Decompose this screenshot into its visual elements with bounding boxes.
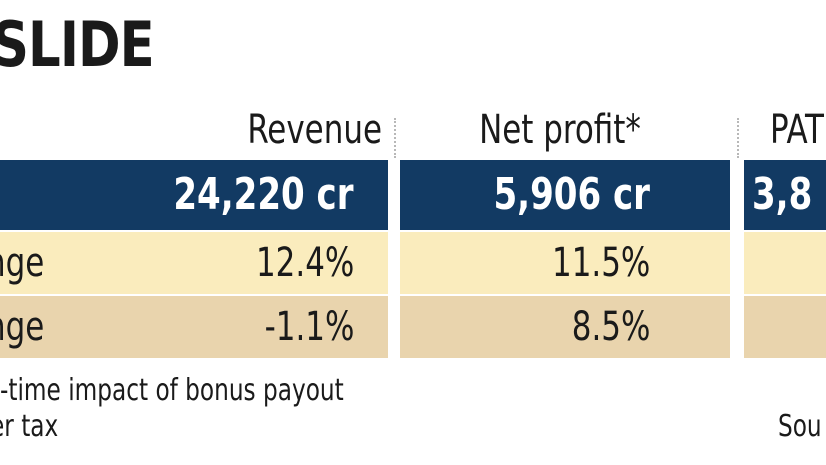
column-header-pat: PAT — [770, 107, 824, 153]
table-cell-revenue: 12.4% — [255, 240, 354, 286]
table-cell-net-profit: 8.5% — [571, 304, 650, 350]
table-cell-pat: 3,8 — [752, 169, 813, 220]
column-header-revenue: Revenue — [247, 107, 382, 153]
column-divider — [394, 118, 396, 158]
footnote-asterisk: -time impact of bonus payout — [0, 373, 344, 408]
table-row-change-2: nge -1.1% — [0, 296, 388, 358]
table-row-absolute-revenue: 24,220 cr — [0, 160, 388, 230]
table-cell-revenue: -1.1% — [264, 304, 354, 350]
table-row-change-2-pat — [744, 296, 826, 358]
table-row-change-1-pat — [744, 232, 826, 294]
footnote-pat: er tax — [0, 409, 59, 444]
column-header-net-profit: Net profit* — [479, 107, 641, 153]
table-cell-net-profit: 11.5% — [551, 240, 650, 286]
column-divider — [737, 118, 739, 158]
source-credit: Sou — [778, 409, 822, 444]
table-row-label: nge — [0, 304, 45, 350]
table-row-change-2-net-profit: 8.5% — [400, 296, 730, 358]
table-cell-net-profit: 5,906 cr — [493, 169, 650, 220]
table-row-absolute-net-profit: 5,906 cr — [400, 160, 730, 230]
table-cell-revenue: 24,220 cr — [173, 169, 354, 220]
table-row-change-1-net-profit: 11.5% — [400, 232, 730, 294]
chart-title: SLIDE — [0, 8, 155, 81]
table-row-change-1: nge 12.4% — [0, 232, 388, 294]
table-row-label: nge — [0, 240, 45, 286]
table-row-absolute-pat: 3,8 — [744, 160, 826, 230]
